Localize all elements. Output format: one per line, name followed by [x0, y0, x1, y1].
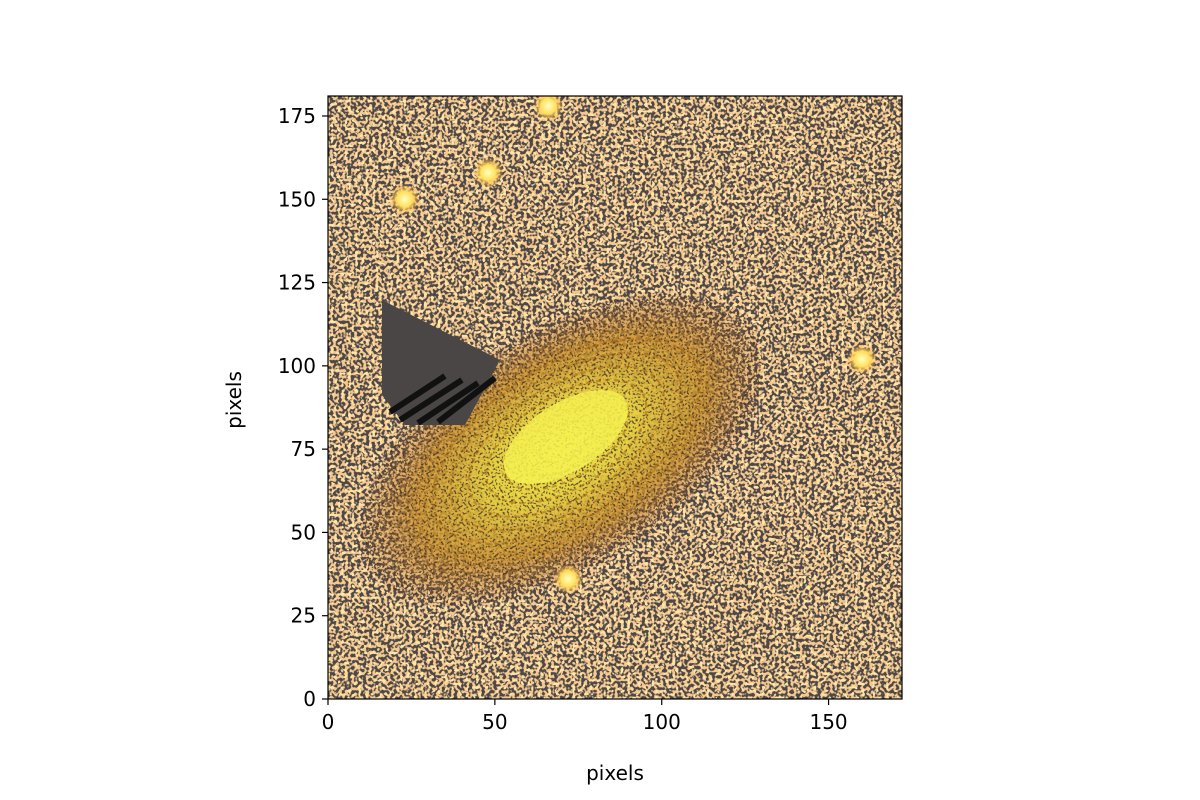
star — [473, 157, 504, 188]
galaxy — [356, 290, 767, 608]
image-axes: 0 50 100 150 0 25 50 75 100 125 150 175 pixels pix… — [222, 95, 903, 785]
axes-frame — [327, 95, 903, 700]
y-tick-label: 0 — [303, 687, 316, 711]
galaxy-ring — [467, 365, 666, 518]
x-tick-label: 100 — [643, 710, 681, 734]
galaxy-ring — [485, 378, 648, 505]
star — [533, 96, 564, 121]
x-tick-label: 150 — [809, 710, 847, 734]
star — [553, 564, 584, 595]
galaxy-core — [503, 390, 628, 485]
y-tick-label: 150 — [278, 187, 316, 211]
y-axis-label: pixels — [222, 371, 246, 429]
y-tick-label: 50 — [291, 520, 316, 544]
galaxy-ring — [431, 338, 701, 545]
x-axis: 0 50 100 150 — [322, 699, 848, 734]
y-tick-label: 125 — [278, 271, 316, 295]
y-axis: 0 25 50 75 100 125 150 175 — [278, 104, 328, 711]
y-tick-label: 100 — [278, 354, 316, 378]
x-axis-label: pixels — [586, 761, 644, 785]
star — [389, 184, 420, 215]
y-tick-label: 25 — [291, 604, 316, 628]
y-tick-label: 75 — [291, 437, 316, 461]
stars — [389, 96, 877, 595]
star — [846, 344, 877, 375]
y-tick-label: 175 — [278, 104, 316, 128]
galaxy-ring — [449, 351, 684, 532]
mask-edge-stripes — [388, 373, 497, 426]
x-tick-label: 0 — [322, 710, 335, 734]
image-panel — [328, 96, 902, 699]
x-tick-label: 50 — [482, 710, 507, 734]
